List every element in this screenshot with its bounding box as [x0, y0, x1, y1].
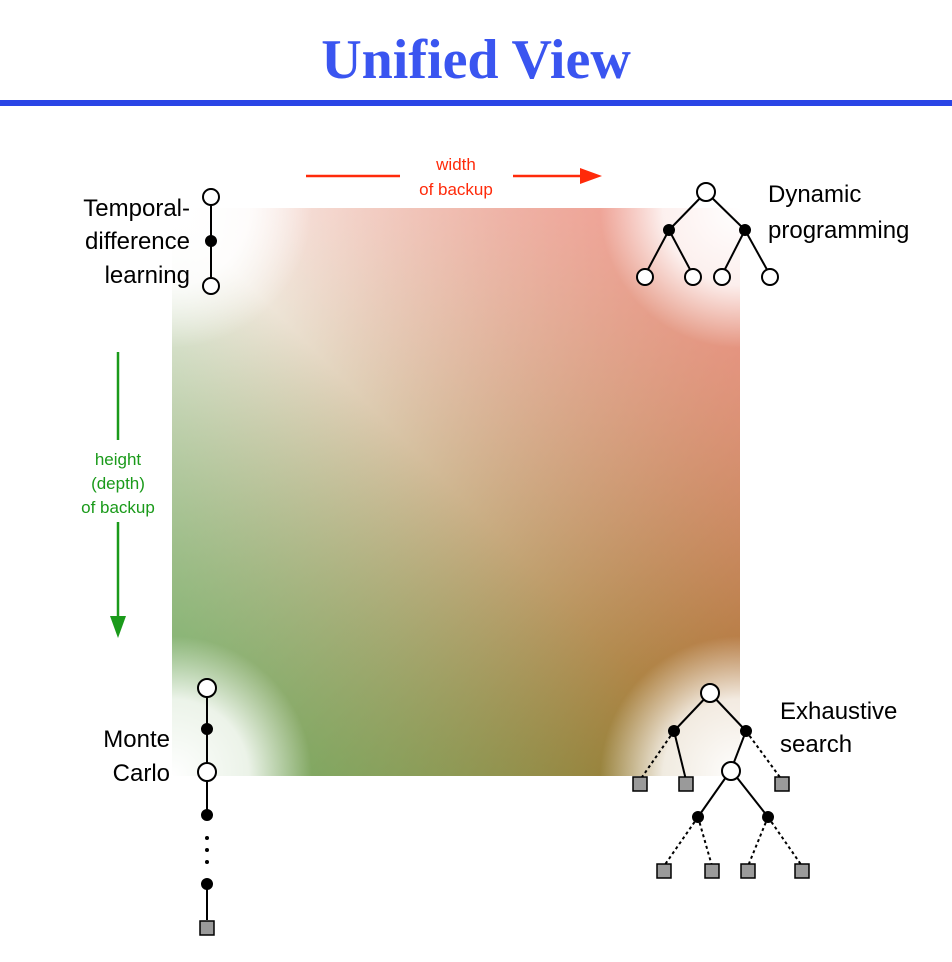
width-label-line1: width: [435, 155, 476, 174]
td-backup-diagram: [202, 188, 220, 295]
width-label-line2: of backup: [419, 180, 493, 199]
state-node: [696, 182, 716, 202]
width-arrow: [306, 168, 602, 184]
state-node: [761, 268, 779, 286]
td-label-line2: difference: [85, 228, 190, 255]
mc-label-line1: Monte: [103, 726, 170, 753]
action-node: [205, 235, 217, 247]
height-label-line3: of backup: [81, 498, 155, 517]
state-node: [202, 277, 220, 295]
action-node: [668, 725, 680, 737]
mc-backup-diagram: [197, 678, 217, 936]
state-node: [721, 761, 741, 781]
state-node: [684, 268, 702, 286]
state-node: [197, 678, 217, 698]
terminal-node: [678, 776, 694, 792]
height-arrow: [110, 352, 126, 638]
state-node: [700, 683, 720, 703]
action-node: [740, 725, 752, 737]
right-arrow-icon: [580, 168, 602, 184]
terminal-node: [632, 776, 648, 792]
action-node: [201, 878, 213, 890]
terminal-node: [199, 920, 215, 936]
title-rule: [0, 100, 952, 106]
es-backup-diagram: [632, 683, 810, 879]
ellipsis-dot: [205, 848, 209, 852]
action-node: [762, 811, 774, 823]
ellipsis-dot: [205, 836, 209, 840]
page-title: Unified View: [321, 29, 631, 91]
action-node: [201, 723, 213, 735]
height-label-line1: height: [95, 450, 142, 469]
ellipsis-dot: [205, 860, 209, 864]
action-node: [201, 809, 213, 821]
down-arrow-icon: [110, 616, 126, 638]
terminal-node: [656, 863, 672, 879]
terminal-node: [704, 863, 720, 879]
state-node: [197, 762, 217, 782]
dp-label-line1: Dynamic: [768, 181, 861, 208]
terminal-node: [740, 863, 756, 879]
action-node: [692, 811, 704, 823]
mc-label-line2: Carlo: [113, 760, 170, 787]
action-node: [739, 224, 751, 236]
es-label-line2: search: [780, 731, 852, 758]
dp-backup-diagram: [636, 182, 779, 286]
terminal-node: [774, 776, 790, 792]
td-label-line1: Temporal-: [83, 195, 190, 222]
height-label-line2: (depth): [91, 474, 145, 493]
terminal-node: [794, 863, 810, 879]
td-label-line3: learning: [105, 262, 190, 289]
state-node: [202, 188, 220, 206]
backup-space-square: [172, 208, 740, 776]
es-label-line1: Exhaustive: [780, 698, 897, 725]
state-node: [713, 268, 731, 286]
dp-label-line2: programming: [768, 217, 909, 244]
action-node: [663, 224, 675, 236]
state-node: [636, 268, 654, 286]
